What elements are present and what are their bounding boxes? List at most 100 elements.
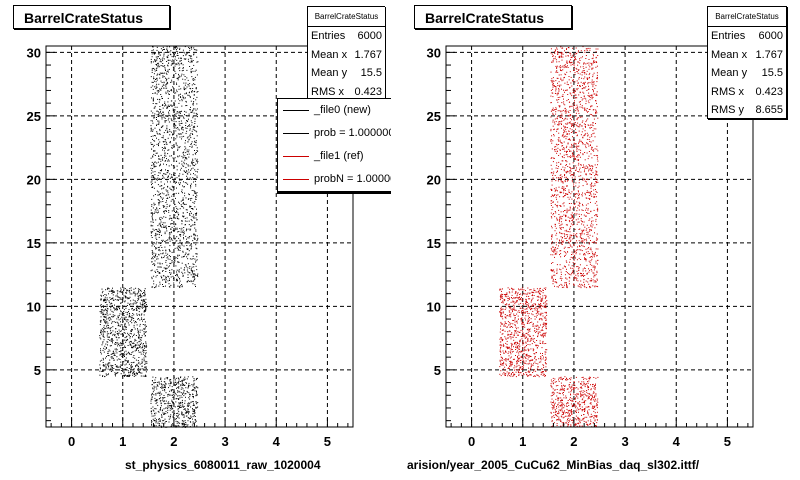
- data-point: [167, 131, 169, 133]
- data-point: [553, 400, 555, 402]
- data-point: [183, 117, 185, 119]
- data-point: [537, 299, 539, 301]
- data-point: [561, 387, 563, 389]
- data-point: [197, 162, 198, 164]
- data-point: [592, 405, 594, 407]
- data-point: [152, 130, 154, 132]
- data-point: [519, 372, 521, 374]
- data-point: [527, 348, 529, 350]
- data-point: [524, 326, 526, 328]
- data-point: [168, 218, 170, 220]
- data-point: [116, 352, 118, 354]
- data-point: [128, 311, 129, 313]
- data-point: [182, 129, 184, 131]
- data-point: [173, 127, 175, 129]
- data-point: [171, 406, 172, 408]
- data-point: [567, 400, 569, 401]
- data-point: [170, 237, 172, 239]
- data-point: [112, 292, 114, 293]
- data-point: [594, 412, 596, 414]
- data-point: [165, 179, 167, 180]
- data-point: [106, 310, 108, 312]
- data-point: [154, 412, 155, 414]
- data-point: [168, 90, 170, 92]
- data-point: [125, 327, 127, 329]
- data-point: [526, 345, 527, 346]
- data-point: [123, 361, 125, 363]
- data-point: [168, 111, 169, 113]
- data-point: [120, 302, 122, 304]
- data-point: [537, 363, 539, 365]
- data-point: [171, 395, 173, 396]
- data-point: [190, 187, 192, 189]
- data-point: [169, 405, 171, 407]
- data-point: [165, 139, 167, 141]
- data-point: [558, 245, 559, 247]
- data-point: [152, 68, 154, 69]
- data-point: [110, 319, 112, 321]
- plot-frame-background: [446, 46, 753, 427]
- data-point: [187, 241, 189, 242]
- data-point: [111, 292, 113, 294]
- data-point: [161, 217, 163, 219]
- data-point: [177, 421, 179, 423]
- data-point: [191, 90, 193, 92]
- data-point: [188, 193, 190, 195]
- data-point: [143, 292, 144, 294]
- data-point: [157, 231, 159, 232]
- data-point: [500, 351, 502, 353]
- data-point: [171, 219, 173, 221]
- data-point: [572, 406, 573, 408]
- data-point: [176, 425, 178, 427]
- data-point: [101, 344, 103, 346]
- data-point: [545, 312, 547, 314]
- data-point: [156, 247, 158, 249]
- data-point: [570, 393, 571, 395]
- data-point: [576, 412, 577, 413]
- data-point: [517, 357, 519, 359]
- data-point: [193, 112, 195, 114]
- data-point: [524, 356, 526, 358]
- data-point: [104, 294, 106, 295]
- data-point: [533, 338, 535, 340]
- data-point: [539, 314, 541, 316]
- data-point: [124, 345, 126, 347]
- data-point: [557, 397, 559, 399]
- data-point: [100, 350, 102, 352]
- data-point: [154, 155, 156, 156]
- data-point: [176, 89, 178, 91]
- data-point: [108, 327, 110, 329]
- data-point: [132, 299, 134, 301]
- data-point: [538, 310, 540, 312]
- data-point: [567, 402, 569, 404]
- data-point: [174, 58, 176, 60]
- data-point: [155, 400, 157, 402]
- data-point: [561, 411, 563, 413]
- data-point: [562, 417, 564, 419]
- data-point: [176, 187, 177, 189]
- data-point: [152, 46, 154, 48]
- data-point: [155, 211, 157, 213]
- data-point: [171, 90, 173, 92]
- data-point: [111, 356, 113, 358]
- data-point: [512, 310, 514, 312]
- data-point: [130, 353, 132, 355]
- data-point: [506, 371, 508, 373]
- data-point: [168, 249, 170, 250]
- data-point: [568, 386, 570, 388]
- data-point: [144, 364, 146, 365]
- data-point: [554, 378, 556, 380]
- data-point: [110, 340, 112, 342]
- data-point: [178, 276, 180, 278]
- data-point: [103, 329, 105, 331]
- data-point: [129, 288, 131, 290]
- data-point: [138, 311, 140, 313]
- data-point: [504, 304, 506, 306]
- data-point: [139, 306, 141, 308]
- data-point: [153, 117, 155, 119]
- data-point: [536, 296, 538, 298]
- data-point: [544, 294, 546, 296]
- data-point: [170, 104, 172, 106]
- data-point: [173, 56, 174, 58]
- data-point: [152, 85, 154, 87]
